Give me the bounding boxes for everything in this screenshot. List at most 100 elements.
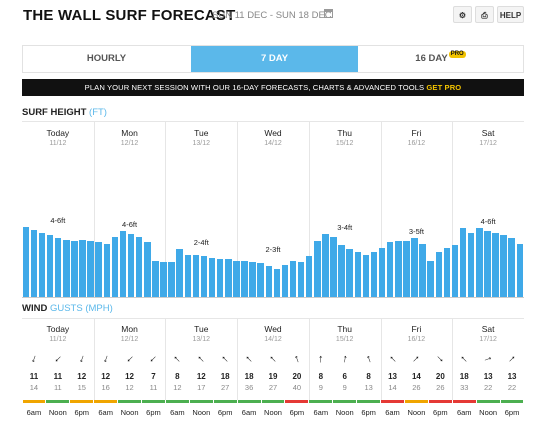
wind-direction-arrow-icon: ↑ [434,352,447,366]
wind-speed: 6 [342,372,347,381]
day-date: 12/12 [120,336,139,343]
wind-rating-segment [118,400,141,403]
day-date: 13/12 [192,336,211,343]
day-date: 16/12 [407,140,426,147]
time-label: 6am [385,408,400,417]
print-button[interactable]: ⎙ [475,6,494,23]
surf-bar [435,252,443,297]
day-date: 11/12 [49,140,67,147]
wind-rating-segment [476,400,500,403]
wind-speed: 20 [292,372,302,381]
wind-day-divider [308,318,310,400]
surf-day-header: Tue 13/12 [165,128,237,147]
surf-bar [346,249,353,297]
surf-bar [265,266,272,297]
surf-day-header: Thu 15/12 [309,128,381,147]
wind-gust: 26 [436,383,445,392]
surf-bar [184,255,192,297]
day-date: 14/12 [264,140,282,147]
surf-day-header: Sat 17/12 [452,128,524,147]
wind-direction-arrow-icon: ↑ [481,354,495,364]
wind-speed: 8 [175,372,180,381]
wind-day-header: Mon 12/12 [94,324,166,343]
surf-bar [459,228,467,297]
wind-direction-arrow-icon: ↑ [101,352,111,366]
time-label: 6pm [504,408,520,417]
surf-bar [30,229,38,297]
surf-bar [168,262,175,297]
wind-rating-segment [142,400,165,403]
wind-day-header: Tue 13/12 [165,324,237,343]
tab-7-day[interactable]: 7 DAY [191,46,358,72]
surf-bar [111,236,119,297]
wind-direction-arrow-icon: ↑ [410,352,423,366]
surf-bar [71,241,78,297]
wind-rating-segment [189,400,213,403]
day-name: Tue [194,324,209,334]
surf-day-header: Today 11/12 [22,128,94,147]
surf-height-title: SURF HEIGHT (FT) [22,107,107,118]
time-label: Noon [48,408,67,417]
surf-day-label: 4-6ft [50,216,66,225]
surf-bar [160,262,167,297]
time-label: Noon [120,408,139,417]
surf-bar [79,239,86,297]
tab-16-day[interactable]: 16 DAY PRO [415,51,466,64]
calendar-icon[interactable] [324,9,333,18]
surf-bar [103,243,111,297]
settings-button[interactable]: ⚙ [453,6,472,23]
day-date: 15/12 [335,140,354,147]
wind-speed: 13 [388,372,397,381]
wind-gust: 12 [173,383,182,392]
wind-day-header: Today 11/12 [22,324,94,343]
surf-bar [443,248,451,297]
surf-bar [127,234,135,297]
wind-speed: 12 [196,372,206,381]
surf-bar [314,241,321,297]
surf-bar [370,252,378,297]
wind-rating-segment [70,400,94,403]
wind-direction-arrow-icon: ↑ [219,352,232,366]
wind-rating-segment [165,400,189,403]
wind-gust: 16 [101,383,110,392]
wind-day-divider [380,318,382,400]
wind-speed: 11 [53,372,63,381]
day-date: 14/12 [264,336,282,343]
time-label: 6am [456,408,472,417]
wind-gust: 11 [53,383,62,392]
wind-rating-segment [452,400,476,403]
get-pro-link[interactable]: GET PRO [426,83,462,92]
wind-day-header: Thu 15/12 [309,324,381,343]
time-label: Noon [407,408,426,417]
day-date: 17/12 [479,336,497,343]
wind-rating-segment [46,400,70,403]
surf-chart-baseline [22,297,524,298]
day-name: Thu [337,128,353,138]
surf-day-divider [93,121,95,297]
day-name: Today [46,128,70,138]
wind-day-divider [452,318,454,400]
day-name: Fri [411,128,422,138]
time-label: 6pm [217,408,233,417]
help-button[interactable]: HELP [497,6,524,23]
wind-speed: 13 [483,372,493,381]
wind-direction-arrow-icon: ↑ [458,352,471,366]
wind-rating-segment [22,400,46,403]
surf-bar [135,236,143,297]
surf-day-label: 3-5ft [408,227,424,237]
pro-promo-banner[interactable]: PLAN YOUR NEXT SESSION WITH OUR 16-DAY F… [22,79,524,96]
surf-bar [54,238,62,297]
tab-hourly[interactable]: HOURLY [86,53,127,64]
page-header: THE WALL SURF FORECAST SUN 11 DEC - SUN … [0,0,533,32]
time-label: 6am [26,408,42,417]
wind-direction-arrow-icon: ↑ [29,352,39,366]
surf-bar [273,269,281,297]
wind-direction-arrow-icon: ↑ [318,353,324,365]
surf-day-divider [308,121,310,297]
wind-speed: 19 [268,372,278,381]
time-label: 6pm [433,408,448,417]
page-title: THE WALL SURF FORECAST [23,7,236,24]
wind-day-header: Fri 16/12 [381,324,453,343]
surf-day-divider [237,121,239,297]
wind-speed: 8 [318,372,324,381]
